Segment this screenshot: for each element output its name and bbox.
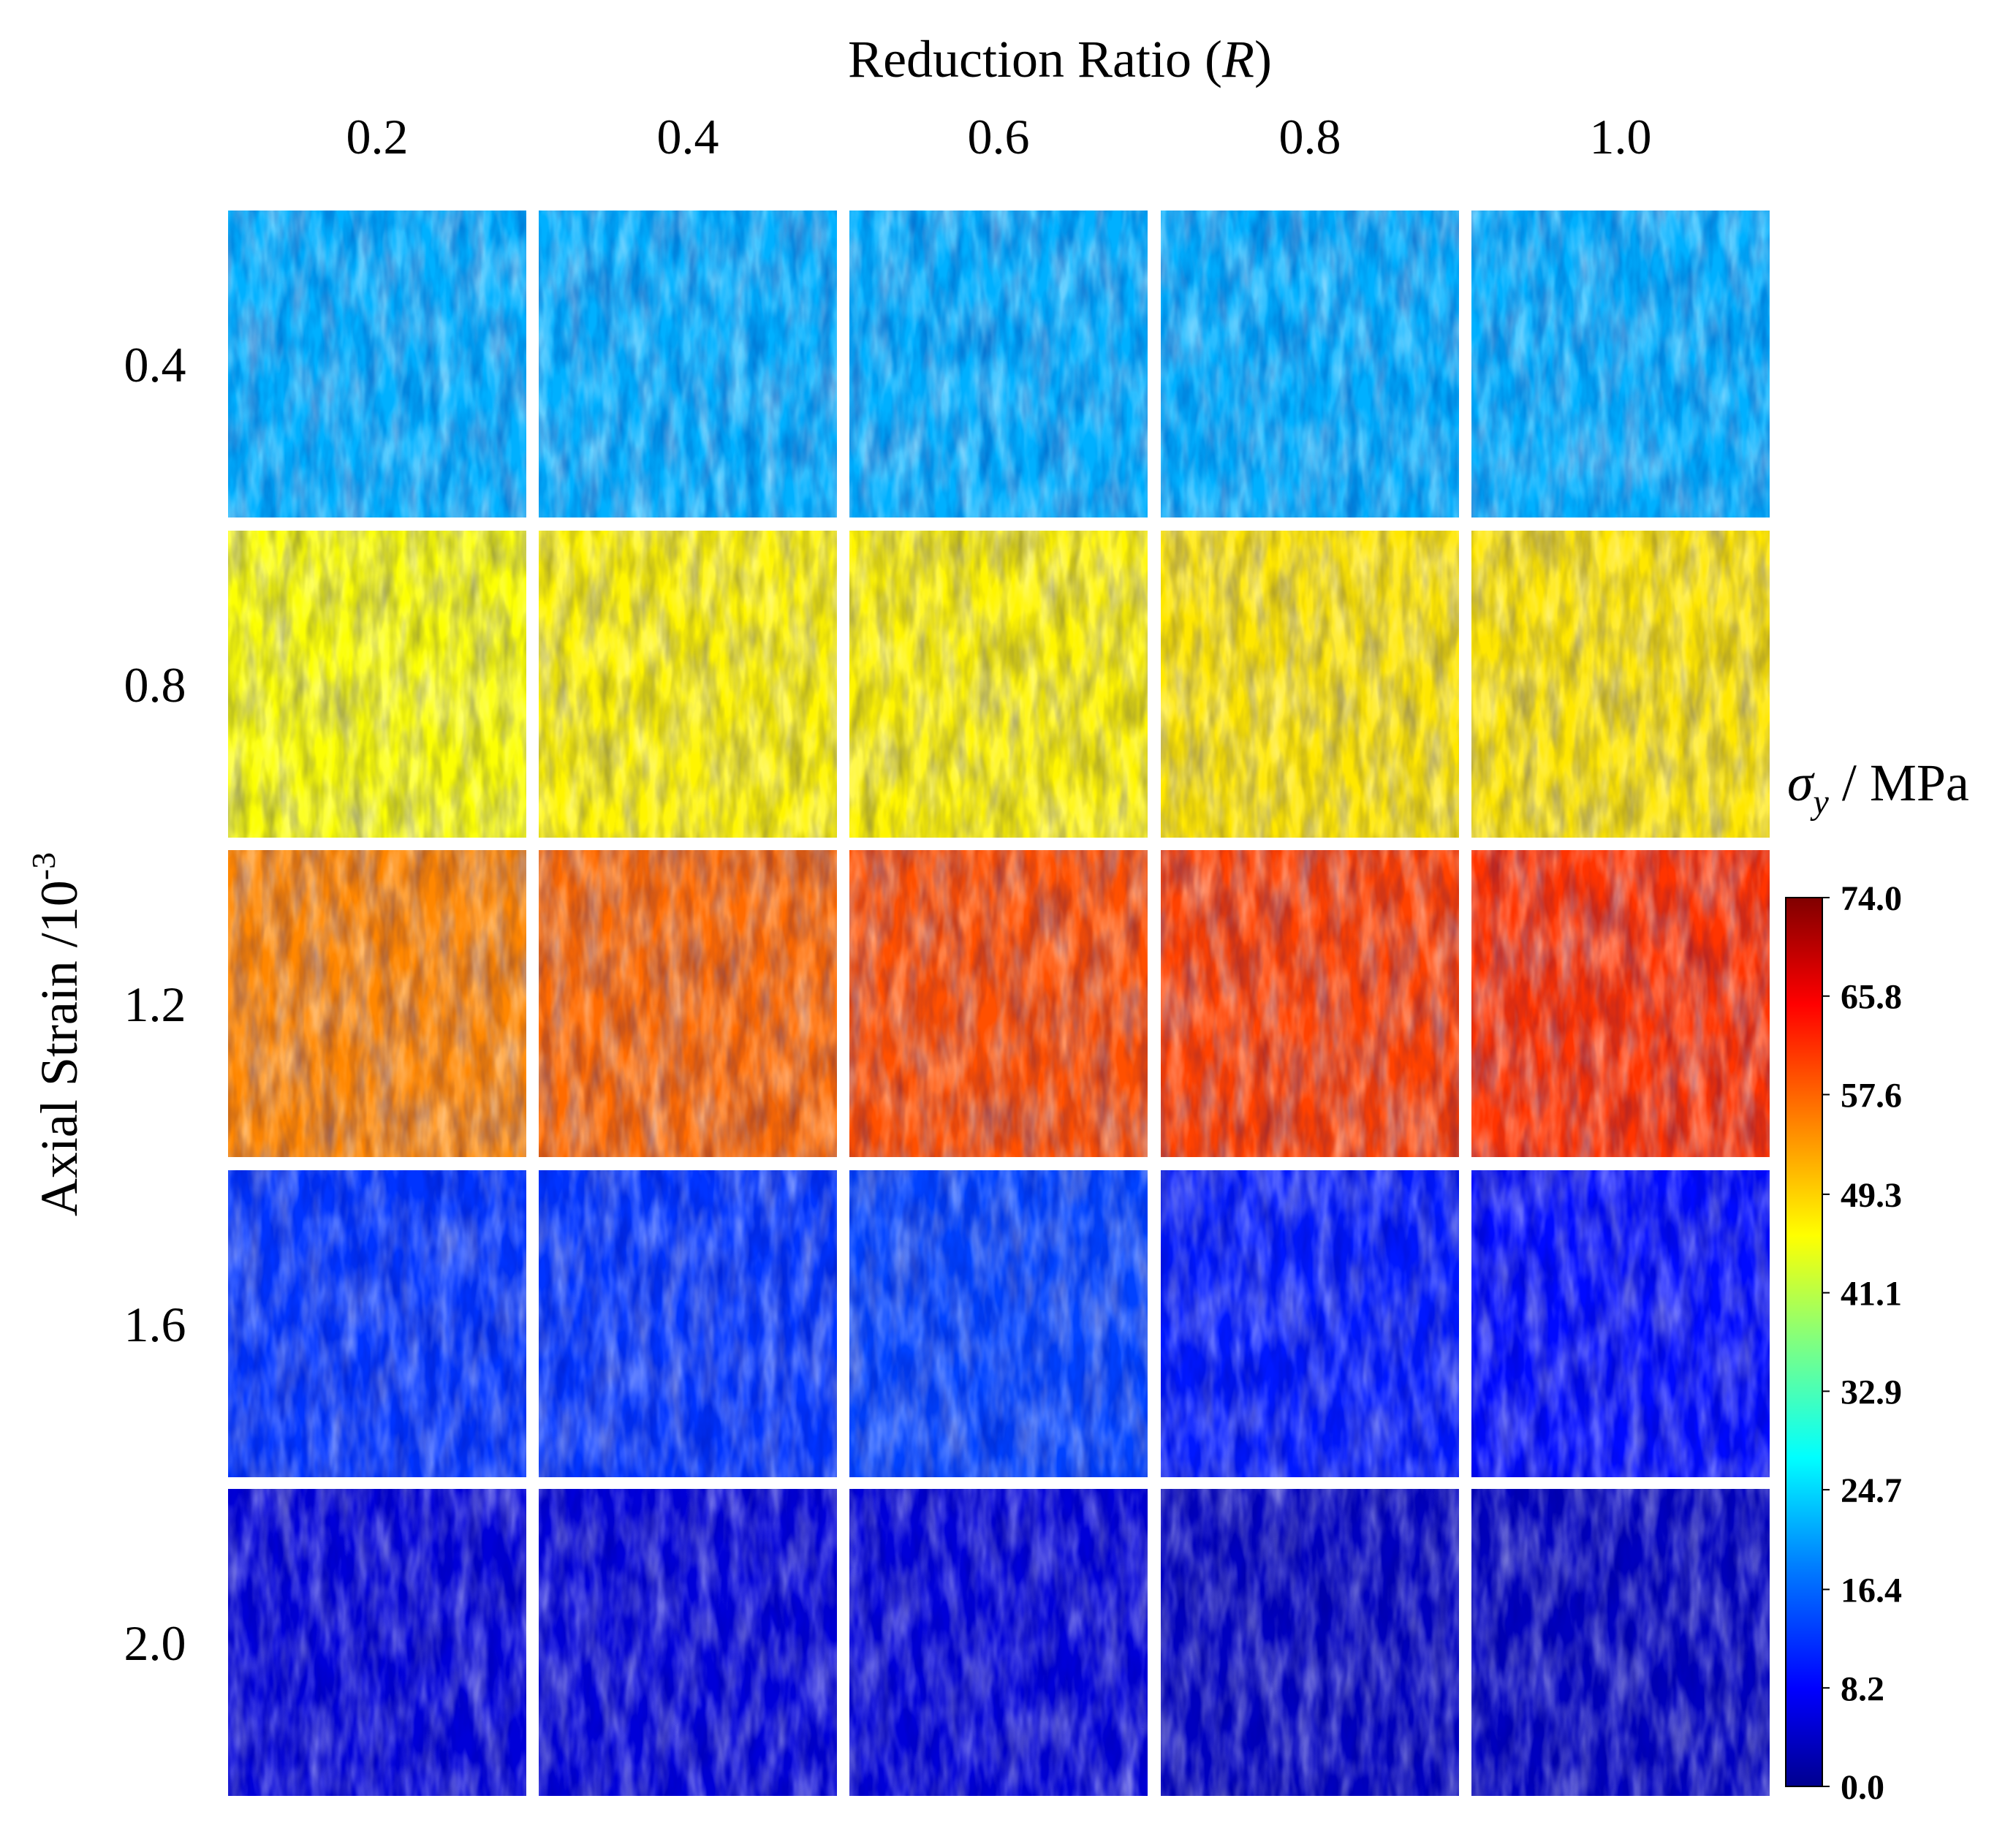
colorbar-tick-32.9: 32.9	[1841, 1373, 1902, 1411]
panel-texture-low	[1471, 1489, 1770, 1796]
panel-texture-low	[1161, 211, 1459, 518]
panel-texture-low	[1161, 1170, 1459, 1477]
column-label-0.2: 0.2	[346, 109, 409, 164]
colorbar-tick-16.4: 16.4	[1841, 1572, 1902, 1610]
heatmap-panel-r0.8-c0.6	[849, 531, 1148, 838]
panel-texture-low	[1161, 850, 1459, 1157]
column-tick-labels: 0.2 0.4 0.6 0.8 1.0	[346, 109, 1652, 164]
panel-texture-low	[228, 1489, 526, 1796]
heatmap-panel-r2.0-c0.4	[539, 1489, 837, 1796]
heatmap-panel-r0.4-c1.0	[1471, 211, 1770, 518]
colorbar-tick-24.7: 24.7	[1841, 1471, 1902, 1510]
heatmap-panels	[228, 211, 1770, 1796]
heatmap-panel-r1.2-c0.8	[1161, 850, 1459, 1157]
column-label-0.8: 0.8	[1279, 109, 1341, 164]
heatmap-panel-r0.4-c0.8	[1161, 211, 1459, 518]
heatmap-panel-r0.4-c0.4	[539, 211, 837, 518]
panel-texture-low	[1471, 1170, 1770, 1477]
panel-texture-low	[1471, 850, 1770, 1157]
panel-texture-low	[228, 850, 526, 1157]
colorbar-gradient	[1785, 897, 1823, 1787]
panel-texture-low	[1161, 1489, 1459, 1796]
colorbar-tick-41.1: 41.1	[1841, 1275, 1902, 1313]
panel-texture-low	[539, 531, 837, 838]
heatmap-panel-r0.8-c0.2	[228, 531, 526, 838]
panel-texture-low	[1471, 531, 1770, 838]
panel-texture-low	[1161, 531, 1459, 838]
column-label-0.4: 0.4	[657, 109, 719, 164]
heatmap-panel-r0.4-c0.2	[228, 211, 526, 518]
heatmap-panel-r2.0-c0.6	[849, 1489, 1148, 1796]
heatmap-panel-r0.4-c0.6	[849, 211, 1148, 518]
heatmap-panel-r1.6-c0.6	[849, 1170, 1148, 1477]
panel-texture-low	[539, 211, 837, 518]
heatmap-panel-r2.0-c1.0	[1471, 1489, 1770, 1796]
panel-texture-low	[849, 1489, 1148, 1796]
panel-texture-low	[539, 850, 837, 1157]
panel-texture-low	[539, 1489, 837, 1796]
heatmap-panel-r0.8-c1.0	[1471, 531, 1770, 838]
colorbar-tick-49.3: 49.3	[1841, 1176, 1902, 1215]
colorbar-title: σy / MPa	[1787, 754, 1969, 822]
heatmap-panel-r1.2-c0.6	[849, 850, 1148, 1157]
heatmap-panel-r2.0-c0.2	[228, 1489, 526, 1796]
colorbar-tick-74.0: 74.0	[1841, 879, 1902, 918]
colorbar-ticks: 74.0 65.8 57.6 49.3 41.1 32.9 24.7 16.4 8.2 0.0	[1822, 879, 1902, 1807]
heatmap-panel-r1.2-c1.0	[1471, 850, 1770, 1157]
heatmap-panel-r0.8-c0.4	[539, 531, 837, 838]
heatmap-panel-r1.6-c1.0	[1471, 1170, 1770, 1477]
panel-texture-low	[228, 531, 526, 838]
row-label-2.0: 2.0	[124, 1615, 186, 1671]
panel-texture-low	[849, 1170, 1148, 1477]
row-label-0.8: 0.8	[124, 657, 186, 713]
colorbar-tick-0.0: 0.0	[1841, 1768, 1884, 1807]
heatmap-panel-r2.0-c0.8	[1161, 1489, 1459, 1796]
colorbar-tick-57.6: 57.6	[1841, 1076, 1902, 1115]
heatmap-panel-r0.8-c0.8	[1161, 531, 1459, 838]
panel-texture-low	[228, 211, 526, 518]
heatmap-panel-r1.6-c0.2	[228, 1170, 526, 1477]
panel-texture-low	[539, 1170, 837, 1477]
row-label-1.2: 1.2	[124, 977, 186, 1032]
panel-texture-low	[849, 531, 1148, 838]
row-label-0.4: 0.4	[124, 337, 186, 393]
row-tick-labels: 0.4 0.8 1.2 1.6 2.0	[124, 337, 186, 1671]
colorbar-tick-8.2: 8.2	[1841, 1669, 1884, 1708]
heatmap-panel-r1.2-c0.4	[539, 850, 837, 1157]
heatmap-panel-r1.2-c0.2	[228, 850, 526, 1157]
colorbar: σy / MPa 74.0 65.8 57.6 49.3 41.1 32.9 24.7 16.…	[1785, 754, 1969, 1807]
y-axis-title: Axial Strain /10-3	[25, 852, 88, 1216]
column-label-1.0: 1.0	[1590, 109, 1652, 164]
panel-texture-low	[849, 850, 1148, 1157]
panel-texture-low	[1471, 211, 1770, 518]
column-label-0.6: 0.6	[968, 109, 1030, 164]
heatmap-panel-r1.6-c0.8	[1161, 1170, 1459, 1477]
heatmap-panel-r1.6-c0.4	[539, 1170, 837, 1477]
colorbar-tick-65.8: 65.8	[1841, 978, 1902, 1017]
panel-texture-low	[228, 1170, 526, 1477]
x-axis-title: Reduction Ratio (R)	[848, 30, 1272, 88]
panel-texture-low	[849, 211, 1148, 518]
row-label-1.6: 1.6	[124, 1297, 186, 1352]
